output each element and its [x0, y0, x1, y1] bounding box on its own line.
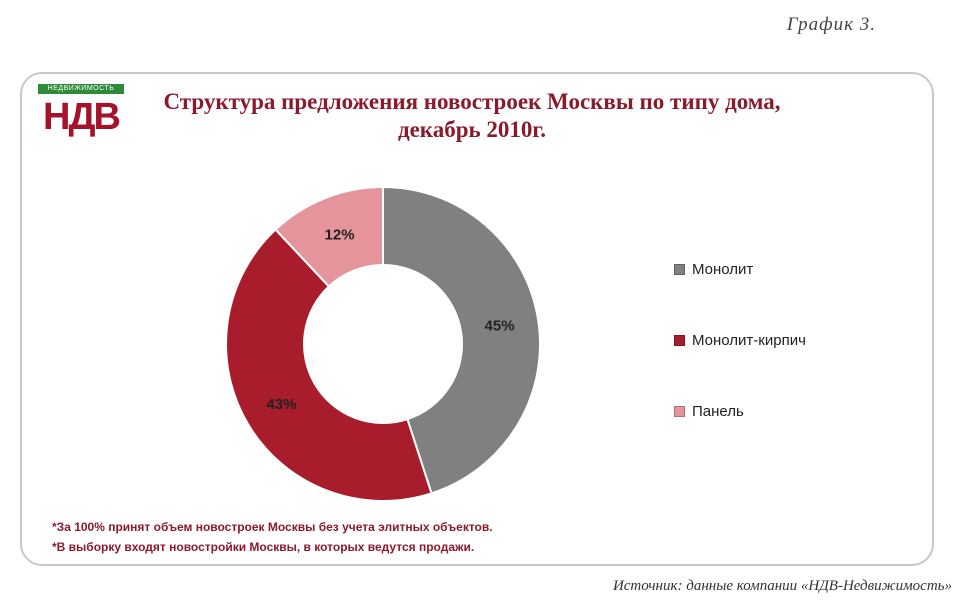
footnotes: *За 100% принят объем новостроек Москвы … — [52, 517, 493, 557]
chart-card: НЕДВИЖИМОСТЬ НДВ Структура предложения н… — [20, 72, 934, 566]
donut-slice-panel — [274, 185, 384, 288]
logo-band-text: НЕДВИЖИМОСТЬ — [38, 84, 124, 94]
legend-label-monolit-kirpich: Монолит-кирпич — [692, 331, 806, 349]
chart-title: Структура предложения новостроек Москвы … — [163, 89, 781, 142]
chart-legend: Монолит Монолит-кирпич Панель — [674, 259, 806, 472]
figure-caption: График 3. — [786, 14, 876, 35]
legend-item-panel: Панель — [674, 401, 806, 421]
footnote-1: *За 100% принят объем новостроек Москвы … — [52, 520, 493, 534]
footnote-2: *В выборку входят новостройки Москвы, в … — [52, 540, 475, 554]
donut-chart: 45% 43% 12% — [225, 185, 541, 502]
donut-slice-monolit — [382, 185, 541, 495]
ndv-logo: НЕДВИЖИМОСТЬ НДВ — [38, 84, 124, 140]
data-label-monolit: 45% — [485, 318, 515, 335]
legend-swatch-monolit-kirpich — [674, 334, 685, 346]
data-label-monolit-kirpich: 43% — [266, 396, 296, 413]
legend-swatch-panel — [674, 405, 685, 417]
logo-wordmark: НДВ — [43, 96, 121, 138]
legend-item-monolit-kirpich: Монолит-кирпич — [674, 330, 806, 350]
donut-slice-monolit-kirpich — [225, 228, 433, 502]
data-label-panel: 12% — [325, 226, 355, 243]
legend-swatch-monolit — [674, 263, 685, 275]
legend-label-panel: Панель — [692, 402, 744, 420]
source-note: Источник: данные компании «НДВ-Недвижимо… — [612, 578, 952, 594]
legend-item-monolit: Монолит — [674, 259, 806, 279]
legend-label-monolit: Монолит — [692, 260, 754, 278]
